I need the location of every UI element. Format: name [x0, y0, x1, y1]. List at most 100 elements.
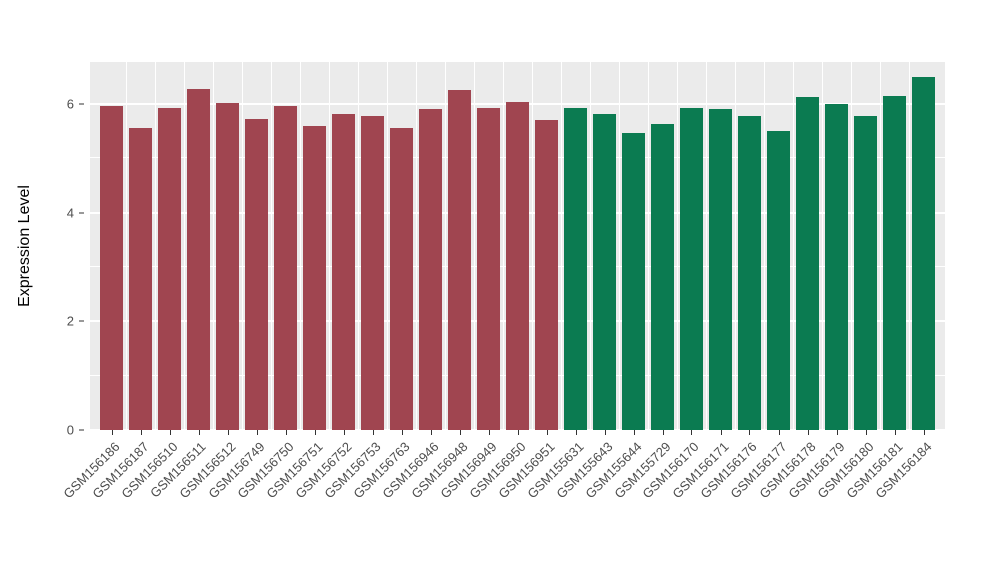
bar-GSM156181 [882, 95, 907, 430]
x-tick-mark [749, 430, 751, 435]
x-tick-mark [836, 430, 838, 435]
x-tick-mark [691, 430, 693, 435]
gridline-vertical [706, 62, 707, 430]
bar-GSM156750 [273, 105, 298, 430]
gridline-vertical [648, 62, 649, 430]
x-tick-mark [778, 430, 780, 435]
x-tick-mark [459, 430, 461, 435]
bar-GSM156184 [911, 76, 936, 430]
gridline-vertical [242, 62, 243, 430]
x-tick-mark [198, 430, 200, 435]
gridline-vertical [822, 62, 823, 430]
gridline-vertical [735, 62, 736, 430]
x-tick-mark [662, 430, 664, 435]
gridline-vertical [793, 62, 794, 430]
bar-GSM156512 [215, 102, 240, 430]
gridline-vertical [764, 62, 765, 430]
gridline-vertical [387, 62, 388, 430]
bar-GSM156186 [99, 105, 124, 430]
gridline-vertical [909, 62, 910, 430]
gridline-vertical [590, 62, 591, 430]
gridline-vertical [880, 62, 881, 430]
x-tick-mark [140, 430, 142, 435]
y-tick-mark [79, 212, 84, 214]
y-tick-label-4: 4 [66, 205, 74, 221]
gridline-vertical [474, 62, 475, 430]
bar-GSM156510 [157, 107, 182, 430]
x-tick-mark [488, 430, 490, 435]
bar-GSM156171 [708, 109, 733, 430]
bar-GSM156178 [795, 97, 820, 430]
gridline-vertical [184, 62, 185, 430]
x-tick-mark [111, 430, 113, 435]
gridline-vertical [271, 62, 272, 430]
bar-GSM156511 [186, 88, 211, 430]
gridline-vertical [445, 62, 446, 430]
x-tick-mark [546, 430, 548, 435]
plot-panel [90, 62, 945, 431]
bar-GSM156752 [331, 113, 356, 430]
bar-GSM156951 [534, 120, 559, 430]
gridline-vertical [503, 62, 504, 430]
x-tick-mark [256, 430, 258, 435]
bar-GSM155644 [621, 132, 646, 430]
bar-GSM156751 [302, 125, 327, 430]
x-tick-mark [720, 430, 722, 435]
y-axis-ticks: 0 2 4 6 [0, 62, 84, 438]
y-tick-mark [79, 320, 84, 322]
bar-GSM156179 [824, 103, 849, 430]
gridline-vertical [329, 62, 330, 430]
y-tick-label-0: 0 [66, 422, 74, 438]
x-tick-mark [227, 430, 229, 435]
x-tick-mark [169, 430, 171, 435]
bar-GSM156946 [418, 108, 443, 430]
gridline-vertical [126, 62, 127, 430]
x-tick-mark [517, 430, 519, 435]
x-tick-mark [430, 430, 432, 435]
y-tick-mark [79, 429, 84, 431]
gridline-vertical [677, 62, 678, 430]
bar-GSM156176 [737, 115, 762, 430]
gridline-vertical [213, 62, 214, 430]
bar-GSM156749 [244, 119, 269, 430]
bar-GSM156763 [389, 127, 414, 430]
bar-GSM155643 [592, 113, 617, 430]
x-tick-mark [343, 430, 345, 435]
y-tick-label-2: 2 [66, 313, 74, 329]
bar-GSM155729 [650, 123, 675, 430]
x-axis: GSM156186 GSM156187 GSM156510 GSM156511 GSM1… [60, 430, 945, 580]
gridline-vertical [416, 62, 417, 430]
gridline-vertical [561, 62, 562, 430]
x-tick-mark [285, 430, 287, 435]
gridline-vertical [532, 62, 533, 430]
bar-GSM156170 [679, 107, 704, 430]
x-axis-labels: GSM156186 GSM156187 GSM156510 GSM156511 GSM1… [60, 430, 938, 580]
x-tick-mark [575, 430, 577, 435]
bar-GSM155631 [563, 107, 588, 430]
y-tick-mark [79, 103, 84, 105]
x-tick-mark [401, 430, 403, 435]
gridline-vertical [851, 62, 852, 430]
gridline-vertical [300, 62, 301, 430]
x-tick-mark [633, 430, 635, 435]
bar-GSM156948 [447, 90, 472, 430]
x-tick-mark [807, 430, 809, 435]
gridline-vertical [155, 62, 156, 430]
bar-GSM156187 [128, 128, 153, 430]
plot-area [97, 62, 938, 430]
x-tick-mark [923, 430, 925, 435]
bar-GSM156950 [505, 102, 530, 430]
x-tick-mark [865, 430, 867, 435]
bar-GSM156180 [853, 115, 878, 430]
gridline-vertical [358, 62, 359, 430]
x-tick-mark [894, 430, 896, 435]
x-tick-mark [314, 430, 316, 435]
y-tick-label-6: 6 [66, 96, 74, 112]
bar-GSM156949 [476, 107, 501, 430]
x-tick-mark [372, 430, 374, 435]
gridline-vertical [619, 62, 620, 430]
x-tick-mark [604, 430, 606, 435]
bar-GSM156753 [360, 116, 385, 430]
bar-GSM156177 [766, 131, 791, 430]
